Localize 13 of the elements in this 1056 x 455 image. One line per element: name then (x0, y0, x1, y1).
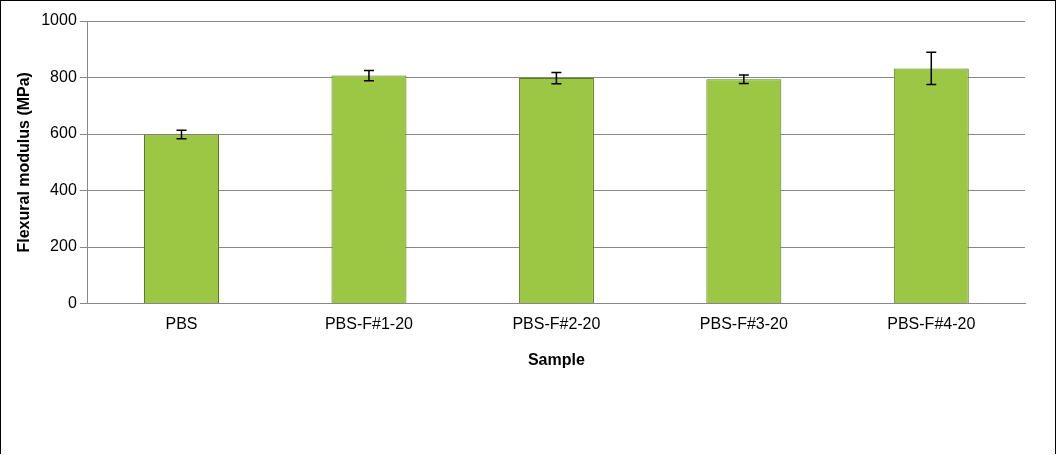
x-tick-label: PBS-F#2-20 (512, 314, 601, 332)
y-tick-label: 400 (50, 180, 77, 198)
x-axis-title: Sample (527, 350, 585, 368)
x-tick-label: PBS-F#3-20 (699, 314, 788, 332)
y-tick-label: 200 (50, 237, 77, 255)
y-tick-label: 800 (50, 67, 77, 85)
x-tick-label: PBS-F#1-20 (324, 314, 414, 332)
x-tick-label: PBS (165, 314, 198, 332)
y-axis-title: Flexural modulus (MPa) (15, 72, 33, 253)
x-tick-label: PBS-F#4-20 (887, 314, 976, 332)
y-tick-label: 600 (50, 124, 77, 142)
y-tick-label: 0 (67, 294, 77, 312)
y-tick-label: 1000 (41, 11, 77, 29)
